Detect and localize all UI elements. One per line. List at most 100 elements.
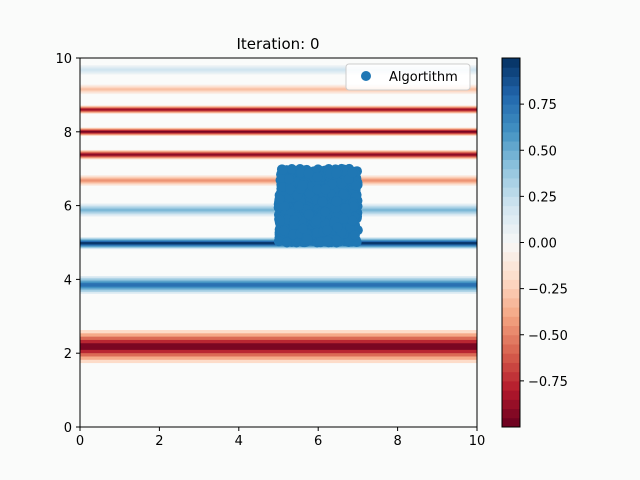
scatter-point (293, 201, 304, 212)
scatter-point (331, 196, 342, 207)
scatter-point (311, 215, 322, 226)
y-axis: 0 2 4 6 8 10 (55, 52, 80, 436)
band-strip (80, 343, 477, 350)
x-tick-label: 4 (235, 434, 243, 449)
band-4 (80, 149, 477, 160)
colorbar-segment (502, 205, 520, 216)
colorbar-segment (502, 233, 520, 243)
scatter-point (317, 196, 328, 207)
colorbar-segment (502, 380, 520, 391)
scatter-point (281, 237, 292, 248)
colorbar-segment (502, 316, 520, 327)
colorbar-segment (502, 122, 520, 133)
y-tick-label: 6 (64, 200, 72, 215)
colorbar-segment (502, 113, 520, 124)
scatter-point (303, 168, 314, 179)
scatter-point (338, 213, 349, 224)
scatter-point (327, 179, 338, 190)
y-tick-label: 4 (64, 273, 72, 288)
colorbar-segment (502, 58, 520, 68)
colorbar-tick-label: −0.75 (528, 375, 568, 390)
colorbar-tick-label: 0.75 (528, 98, 557, 113)
scatter-point (347, 167, 358, 178)
colorbar-segment (502, 288, 520, 299)
scatter-point (286, 164, 297, 175)
scatter-point (303, 209, 314, 220)
colorbar-segment (502, 399, 520, 410)
scatter-point (298, 223, 309, 234)
scatter-point (289, 215, 300, 226)
legend-marker (361, 71, 371, 81)
colorbar-segment (502, 214, 520, 225)
colorbar-segment (502, 408, 520, 419)
scatter-point (277, 164, 288, 175)
scatter-point (296, 167, 307, 178)
colorbar-segment (502, 297, 520, 308)
scatter-points (273, 163, 363, 248)
scatter-point (312, 184, 323, 195)
scatter-point (348, 201, 359, 212)
colorbar-tick-label: 0.50 (528, 144, 557, 159)
colorbar-segment (502, 353, 520, 363)
x-axis: 0 2 4 6 8 10 (76, 427, 485, 449)
colorbar-segment (502, 362, 520, 373)
band-3 (80, 127, 477, 136)
scatter-point (276, 173, 287, 184)
band-0 (80, 65, 477, 75)
x-tick-label: 10 (469, 434, 486, 449)
scatter-point (279, 201, 290, 212)
legend-label: Algortithm (389, 70, 458, 85)
colorbar-tick-label: −0.50 (528, 329, 568, 344)
band-strip (80, 283, 477, 287)
scatter-point (322, 236, 333, 247)
y-tick-label: 10 (55, 52, 72, 67)
colorbar-segment (502, 187, 520, 197)
chart-title: Iteration: 0 (237, 35, 320, 53)
scatter-point (340, 203, 351, 214)
x-tick-label: 8 (393, 434, 401, 449)
plot-frame (79, 57, 478, 428)
colorbar-segment (502, 251, 520, 262)
scatter-point (302, 234, 313, 245)
colorbar-segment (502, 196, 520, 207)
colorbar (502, 58, 520, 428)
colorbar-segment (502, 279, 520, 290)
colorbar-tick-label: −0.25 (528, 283, 568, 298)
y-tick-label: 2 (64, 347, 72, 362)
scatter-point (285, 184, 296, 195)
colorbar-segment (502, 270, 520, 280)
colorbar-segment (502, 85, 520, 96)
scatter-point (351, 180, 362, 191)
colorbar-segment (502, 104, 520, 114)
colorbar-segment (502, 94, 520, 105)
y-tick-label: 0 (64, 421, 72, 436)
scatter-point (312, 171, 323, 182)
colorbar-tick-label: 0.25 (528, 190, 557, 205)
legend-box (345, 63, 471, 91)
scatter-point (275, 215, 286, 226)
band-strip (80, 153, 477, 156)
band-strip (80, 88, 477, 91)
colorbar-segment (502, 177, 520, 188)
scatter-point (284, 174, 295, 185)
colorbar-segment (502, 325, 520, 336)
colorbar-segment (502, 242, 520, 253)
colorbar-segment (502, 371, 520, 382)
band-9 (80, 330, 477, 364)
scatter-point (274, 194, 285, 205)
scatter-point (320, 184, 331, 195)
band-2 (80, 105, 477, 114)
band-strip (80, 108, 477, 111)
colorbar-segment (502, 334, 520, 345)
colorbar-segment (502, 76, 520, 87)
colorbar-tick-label: 0.00 (528, 237, 557, 252)
scatter-point (338, 189, 349, 200)
colorbar-segment (502, 307, 520, 317)
colorbar-axis: 0.75 0.50 0.25 0.00 −0.25 −0.50 −0.75 (520, 98, 568, 390)
scatter-point (273, 236, 284, 247)
band-strip (80, 68, 477, 71)
scatter-point (279, 225, 290, 236)
x-tick-label: 6 (314, 434, 322, 449)
scatter-point (331, 168, 342, 179)
